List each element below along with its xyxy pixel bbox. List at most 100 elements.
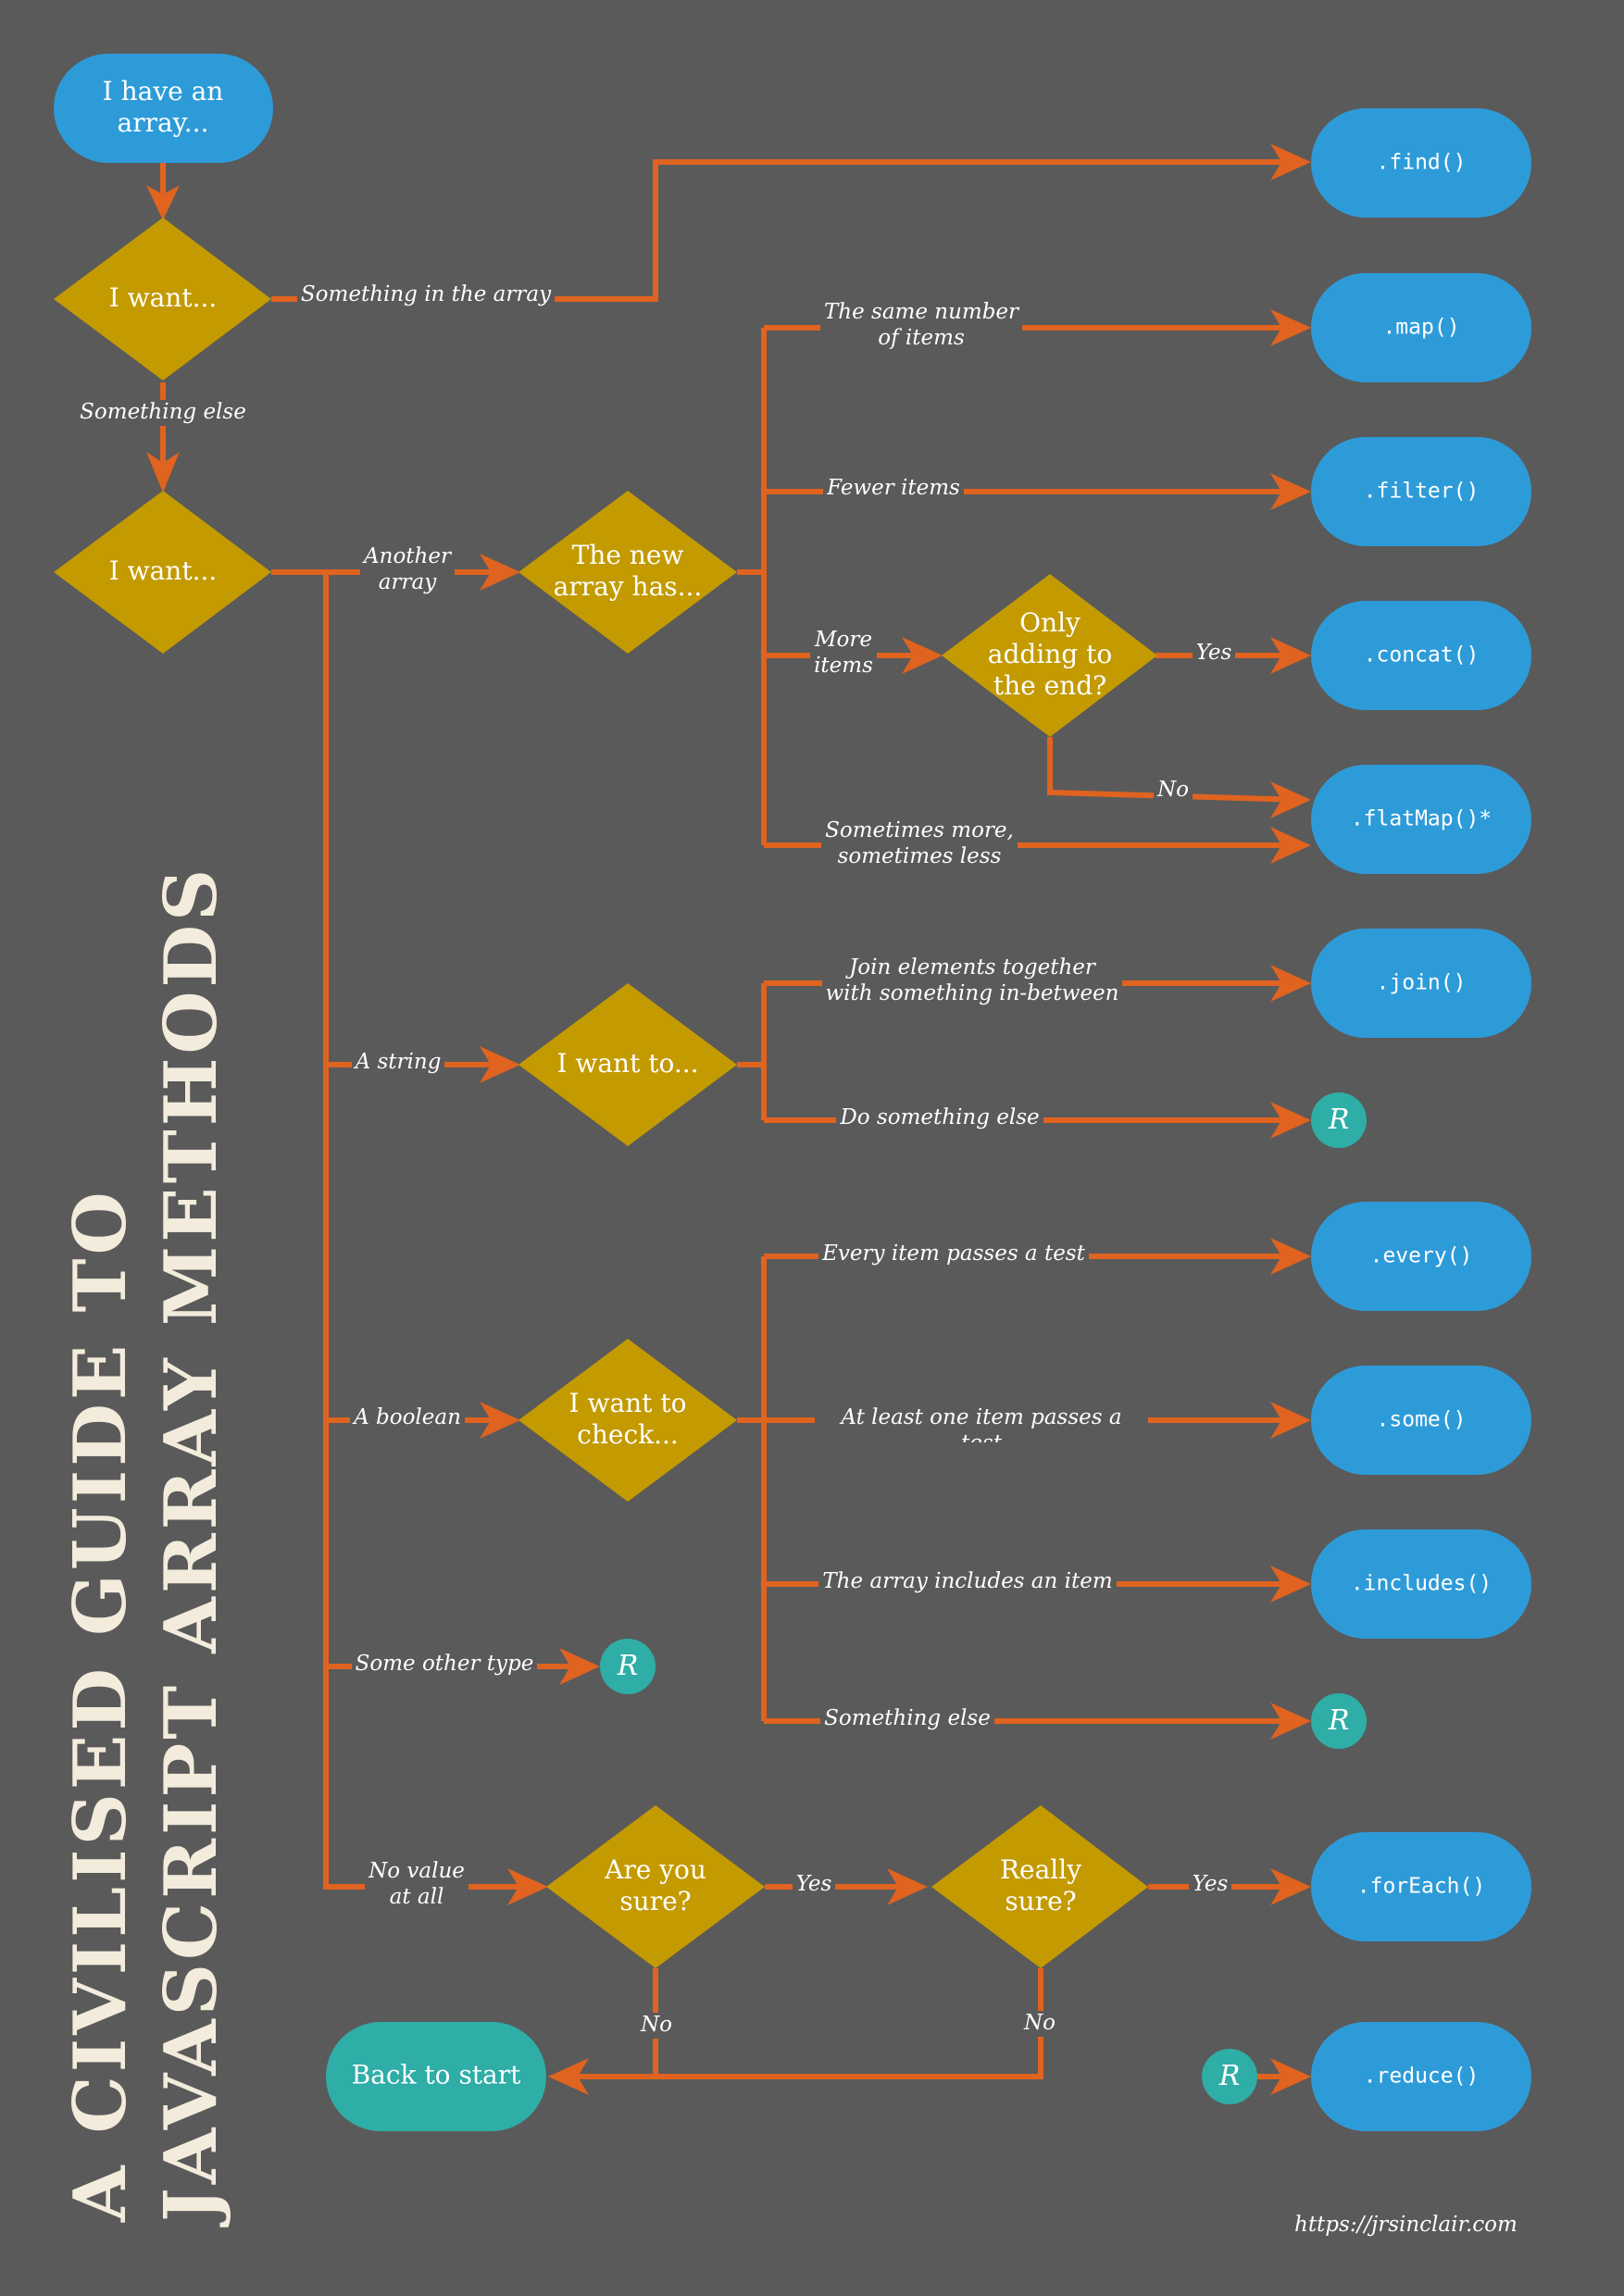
decision-are-you-sure-text: Are you sure?: [604, 1854, 706, 1916]
label-sometimes: Sometimes more, sometimes less: [821, 818, 1018, 870]
label-wrap: Yes: [1192, 641, 1236, 667]
label-array-includes: The array includes an item: [818, 1569, 1117, 1595]
start-text: I have an array...: [103, 76, 224, 138]
method-flatmap: .flatMap()*: [1311, 765, 1531, 874]
node-text-line: Are you: [604, 1854, 706, 1885]
arrowhead: [1270, 1703, 1311, 1740]
method-foreach-text: .forEach(): [1357, 1875, 1485, 1899]
method-reduce: .reduce(): [1311, 2022, 1531, 2131]
label-at-least-one: At least one item passes a test: [815, 1405, 1148, 1442]
label-no-value: No value at all: [365, 1859, 468, 1911]
decision-only-adding: Only adding to the end?: [942, 574, 1157, 737]
footer-url: https://jrsinclair.com: [1294, 2213, 1518, 2237]
edge-string-trunk: [737, 983, 767, 1120]
method-concat-text: .concat(): [1364, 643, 1480, 668]
edge-no-back: [653, 1968, 1043, 2079]
start-node: I have an array...: [54, 54, 273, 163]
label-wrap: A string: [351, 1050, 445, 1076]
arrowhead: [1270, 965, 1311, 1002]
arrowhead: [559, 1648, 600, 1685]
method-filter-text: .filter(): [1364, 480, 1480, 504]
label-wrap: Something else: [820, 1706, 994, 1732]
label-no-flatmap: No: [1154, 778, 1193, 804]
restart-circle-string: R: [1311, 1092, 1367, 1148]
decision-want-2: I want...: [54, 491, 271, 654]
label-a-string: A string: [351, 1050, 445, 1076]
restart-circle-reduce: R: [1202, 2049, 1257, 2104]
method-reduce-text: .reduce(): [1364, 2065, 1480, 2089]
label-fewer-items: Fewer items: [823, 476, 964, 502]
arrowhead: [1270, 1868, 1311, 1905]
label-wrap: Yes: [1188, 1872, 1232, 1898]
label-another-array: Another array: [360, 544, 455, 596]
method-map: .map(): [1311, 273, 1531, 382]
label-every-item: Every item passes a test: [818, 1242, 1089, 1267]
restart-r-text: R: [1218, 2060, 1241, 2092]
edge-no-flatmap: [1047, 737, 1305, 803]
arrowhead: [1270, 1102, 1311, 1139]
restart-r-text: R: [617, 1650, 639, 1682]
edge-check-trunk: [737, 1256, 767, 1721]
arrowhead: [146, 452, 180, 493]
arrowhead: [548, 2058, 589, 2095]
label-wrap: The same number of items: [819, 300, 1023, 352]
method-concat: .concat(): [1311, 601, 1531, 710]
arrowhead: [1270, 473, 1311, 510]
label-wrap: No: [1020, 2011, 1059, 2037]
label-wrap: No: [637, 2013, 676, 2039]
method-map-text: .map(): [1382, 316, 1459, 340]
method-includes: .includes(): [1311, 1529, 1531, 1639]
node-text-line: The new: [572, 540, 684, 570]
label-something-else-check: Something else: [820, 1706, 994, 1732]
node-text-line: I want...: [109, 555, 218, 586]
arrowhead: [1270, 781, 1311, 818]
decision-only-adding-text: Only adding to the end?: [988, 607, 1112, 701]
method-filter: .filter(): [1311, 437, 1531, 546]
label-wrap: Something in the array: [296, 282, 556, 308]
label-a-boolean: A boolean: [350, 1405, 465, 1431]
title-line-1: A CIVILISED GUIDE TO: [58, 1188, 143, 2222]
node-text-line: check...: [577, 1419, 679, 1450]
label-wrap: Do something else: [836, 1105, 1043, 1131]
restart-r-text: R: [1328, 1104, 1350, 1136]
arrowhead: [1270, 1238, 1311, 1275]
label-wrap: Every item passes a test: [818, 1242, 1089, 1267]
node-text-line: sure?: [619, 1886, 691, 1916]
label-wrap: Some other type: [351, 1652, 538, 1678]
edge-want-to-find: [271, 159, 1304, 302]
node-text-line: Really: [1000, 1854, 1081, 1885]
connectors: [146, 144, 1311, 2095]
back-to-start-node: Back to start: [326, 2022, 546, 2131]
label-wrap: A boolean: [350, 1405, 465, 1431]
label-join-elements: Join elements together with something in…: [821, 955, 1123, 1007]
arrowhead: [902, 637, 943, 674]
label-yes-sure: Yes: [792, 1872, 836, 1898]
arrowhead: [1270, 827, 1311, 864]
method-some-text: .some(): [1377, 1408, 1467, 1432]
label-wrap: The array includes an item: [818, 1569, 1117, 1595]
restart-r-text: R: [1328, 1704, 1350, 1737]
edge-new-array-trunk: [737, 328, 767, 845]
decision-really-sure-text: Really sure?: [1000, 1854, 1081, 1916]
arrowhead: [887, 1868, 928, 1905]
decision-check-text: I want to check...: [569, 1388, 687, 1450]
method-includes-text: .includes(): [1351, 1572, 1492, 1596]
edge-trunk: [271, 569, 343, 1890]
decision-new-array-text: The new array has...: [554, 540, 703, 602]
label-some-other-type: Some other type: [351, 1652, 538, 1678]
node-text-line: I have an: [103, 76, 224, 106]
arrowhead: [480, 1402, 520, 1439]
label-wrap: Join elements together with something in…: [821, 955, 1123, 1007]
arrowhead: [1270, 637, 1311, 674]
arrowhead: [1270, 309, 1311, 346]
label-wrap: No value at all: [365, 1859, 468, 1911]
node-text-line: adding to: [988, 639, 1112, 669]
label-wrap: Another array: [360, 544, 455, 596]
method-join: .join(): [1311, 929, 1531, 1038]
label-wrap: No: [1154, 778, 1193, 804]
label-same-number: The same number of items: [819, 300, 1023, 352]
back-to-start-text: Back to start: [352, 2060, 522, 2090]
decision-want-2-text: I want...: [109, 555, 218, 586]
method-every: .every(): [1311, 1202, 1531, 1311]
node-text-line: I want to...: [556, 1048, 698, 1079]
